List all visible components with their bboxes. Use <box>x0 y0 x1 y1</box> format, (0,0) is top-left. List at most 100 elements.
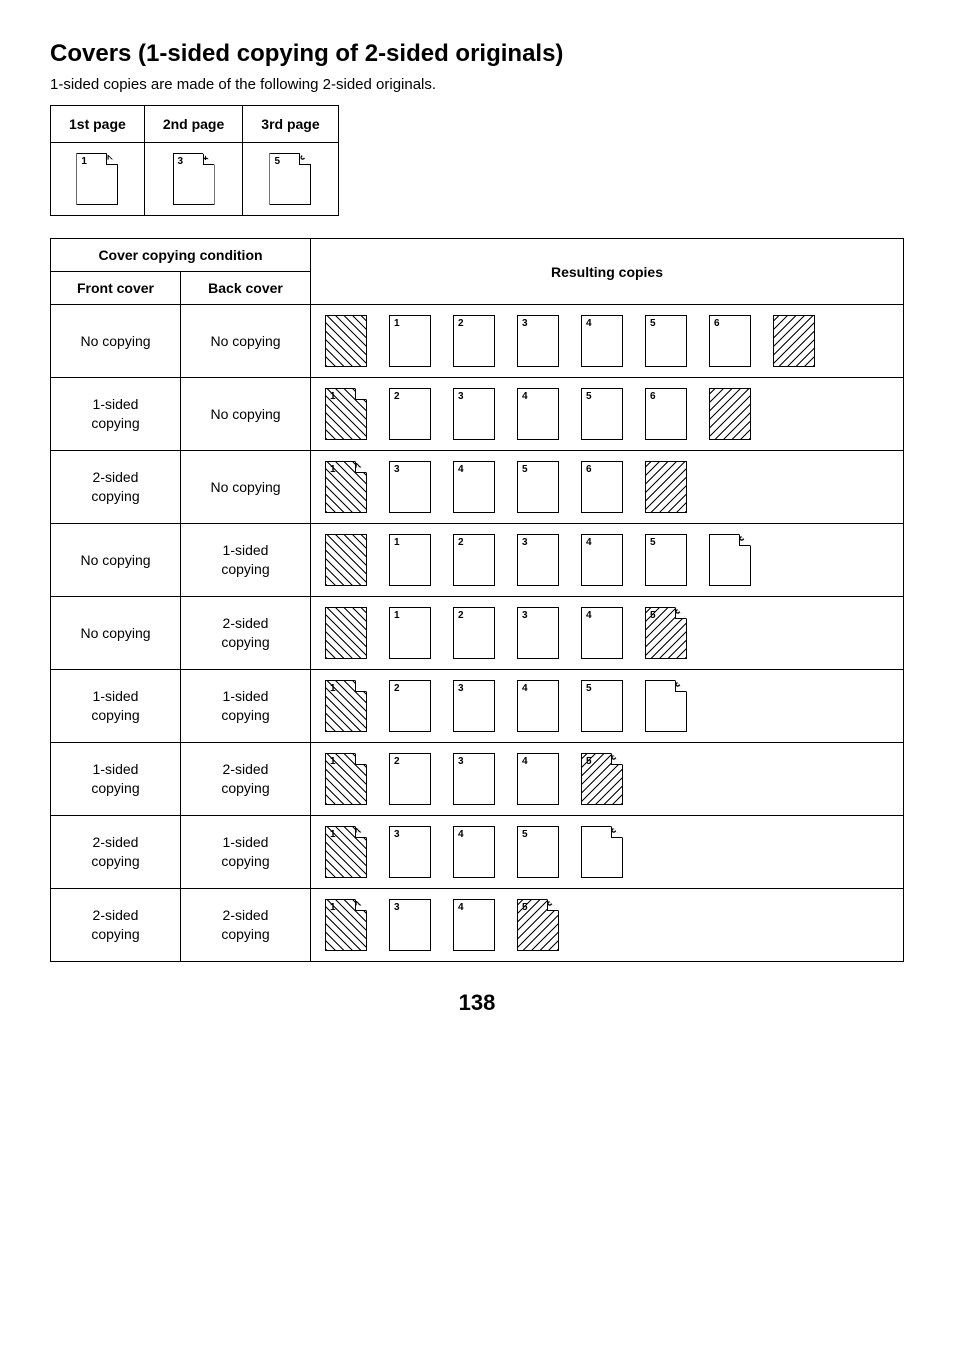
page-sheet-icon: 3 <box>389 899 431 951</box>
original-cell: 12 <box>51 143 145 216</box>
orig-header-3: 3rd page <box>243 106 338 143</box>
table-row: No copyingNo copying123456 <box>51 305 904 378</box>
front-cover-cell: 1-sidedcopying <box>51 378 181 451</box>
page-sheet-icon: 34 <box>173 153 215 205</box>
sheet-back-label: 6 <box>609 827 620 833</box>
sheet-front-label: 5 <box>650 318 656 329</box>
table-row: No copying2-sidedcopying123456 <box>51 597 904 670</box>
page-sheet-icon: 5 <box>645 315 687 367</box>
result-cell: 1 2 3 4 5 6 <box>311 524 904 597</box>
sheet-front-label: 4 <box>458 464 464 475</box>
page-sheet-icon: 3 <box>453 680 495 732</box>
page-sheet-icon: 3 <box>517 315 559 367</box>
sheet-back-label: 2 <box>353 462 364 468</box>
originals-table: 1st page 2nd page 3rd page 123456 <box>50 105 339 216</box>
sheet-front-label: 6 <box>586 464 592 475</box>
page-sheet-icon: 3 <box>453 388 495 440</box>
sheet-front-label: 4 <box>586 318 592 329</box>
page-sheet-icon: 5 <box>645 534 687 586</box>
page-number: 138 <box>50 990 904 1016</box>
sheet-front-label: 3 <box>394 829 400 840</box>
sheet-front-label: 2 <box>458 610 464 621</box>
page-sheet-icon: 1 <box>325 753 367 805</box>
result-cell: 123456 <box>311 743 904 816</box>
result-cell: 1 2 3 4 5 6 <box>311 597 904 670</box>
page-sheet-icon: 4 <box>517 680 559 732</box>
page-sheet-icon: 12 <box>76 153 118 205</box>
back-cover-header: Back cover <box>181 272 311 305</box>
page-sheet-icon: 4 <box>581 534 623 586</box>
back-cover-cell: No copying <box>181 378 311 451</box>
table-row: 2-sidedcopyingNo copying123456 <box>51 451 904 524</box>
cond-header: Cover copying condition <box>51 239 311 272</box>
page-sheet-icon: 5 <box>517 826 559 878</box>
orig-header-2: 2nd page <box>144 106 242 143</box>
page-sheet-icon: 6 <box>581 461 623 513</box>
sheet-front-label: 3 <box>178 156 184 167</box>
page-sheet-icon <box>645 461 687 513</box>
sheet-front-label: 3 <box>522 537 528 548</box>
page-sheet-icon: 6 <box>645 680 687 732</box>
table-row: No copying1-sidedcopying123456 <box>51 524 904 597</box>
sheet-front-label: 3 <box>394 464 400 475</box>
sheet-front-label: 5 <box>650 537 656 548</box>
front-cover-cell: 2-sidedcopying <box>51 451 181 524</box>
sheet-front-label: 3 <box>394 902 400 913</box>
page-sheet-icon: 1 <box>389 534 431 586</box>
sheet-front-label: 1 <box>330 829 336 840</box>
sheet-front-label: 5 <box>586 756 592 767</box>
sheet-front-label: 5 <box>650 610 656 621</box>
page-sheet-icon: 4 <box>453 461 495 513</box>
page-sheet-icon: 5 <box>581 680 623 732</box>
sheet-front-label: 1 <box>330 391 336 402</box>
table-row: 2-sidedcopying1-sidedcopying123456 <box>51 816 904 889</box>
page-sheet-icon: 2 <box>389 680 431 732</box>
page-sheet-icon <box>773 315 815 367</box>
page-sheet-icon: 6 <box>709 534 751 586</box>
sheet-front-label: 3 <box>458 683 464 694</box>
subtitle-text: 1-sided copies are made of the following… <box>50 76 904 93</box>
sheet-front-label: 1 <box>394 610 400 621</box>
page-sheet-icon: 6 <box>645 388 687 440</box>
page-sheet-icon: 12 <box>325 826 367 878</box>
page-sheet-icon: 3 <box>517 607 559 659</box>
page-sheet-icon: 4 <box>453 826 495 878</box>
page-sheet-icon: 1 <box>389 315 431 367</box>
back-cover-cell: 2-sidedcopying <box>181 597 311 670</box>
page-sheet-icon: 4 <box>581 315 623 367</box>
sheet-front-label: 4 <box>458 902 464 913</box>
page-sheet-icon: 4 <box>453 899 495 951</box>
front-cover-header: Front cover <box>51 272 181 305</box>
page-sheet-icon: 5 <box>517 461 559 513</box>
page-sheet-icon: 2 <box>389 388 431 440</box>
back-cover-cell: 2-sidedcopying <box>181 743 311 816</box>
original-cell: 56 <box>243 143 338 216</box>
page-title: Covers (1-sided copying of 2-sided origi… <box>50 40 904 68</box>
sheet-front-label: 1 <box>81 156 87 167</box>
page-sheet-icon: 2 <box>453 534 495 586</box>
sheet-front-label: 1 <box>330 756 336 767</box>
table-row: 2-sidedcopying2-sidedcopying123456 <box>51 889 904 962</box>
sheet-front-label: 4 <box>586 610 592 621</box>
sheet-front-label: 1 <box>394 537 400 548</box>
page-sheet-icon: 1 <box>389 607 431 659</box>
sheet-front-label: 1 <box>394 318 400 329</box>
front-cover-cell: No copying <box>51 524 181 597</box>
result-cell: 123456 <box>311 670 904 743</box>
page-sheet-icon <box>325 534 367 586</box>
page-sheet-icon: 12 <box>325 461 367 513</box>
page-sheet-icon: 6 <box>581 826 623 878</box>
sheet-back-label: 6 <box>673 608 684 614</box>
sheet-front-label: 5 <box>522 829 528 840</box>
page-sheet-icon: 3 <box>389 461 431 513</box>
page-sheet-icon: 4 <box>581 607 623 659</box>
page-sheet-icon <box>325 607 367 659</box>
page-sheet-icon: 6 <box>709 315 751 367</box>
page-sheet-icon: 12 <box>325 899 367 951</box>
front-cover-cell: No copying <box>51 305 181 378</box>
page-sheet-icon: 2 <box>453 607 495 659</box>
sheet-front-label: 1 <box>330 464 336 475</box>
sheet-front-label: 3 <box>458 756 464 767</box>
sheet-back-label: 6 <box>673 681 684 687</box>
sheet-front-label: 5 <box>274 156 280 167</box>
